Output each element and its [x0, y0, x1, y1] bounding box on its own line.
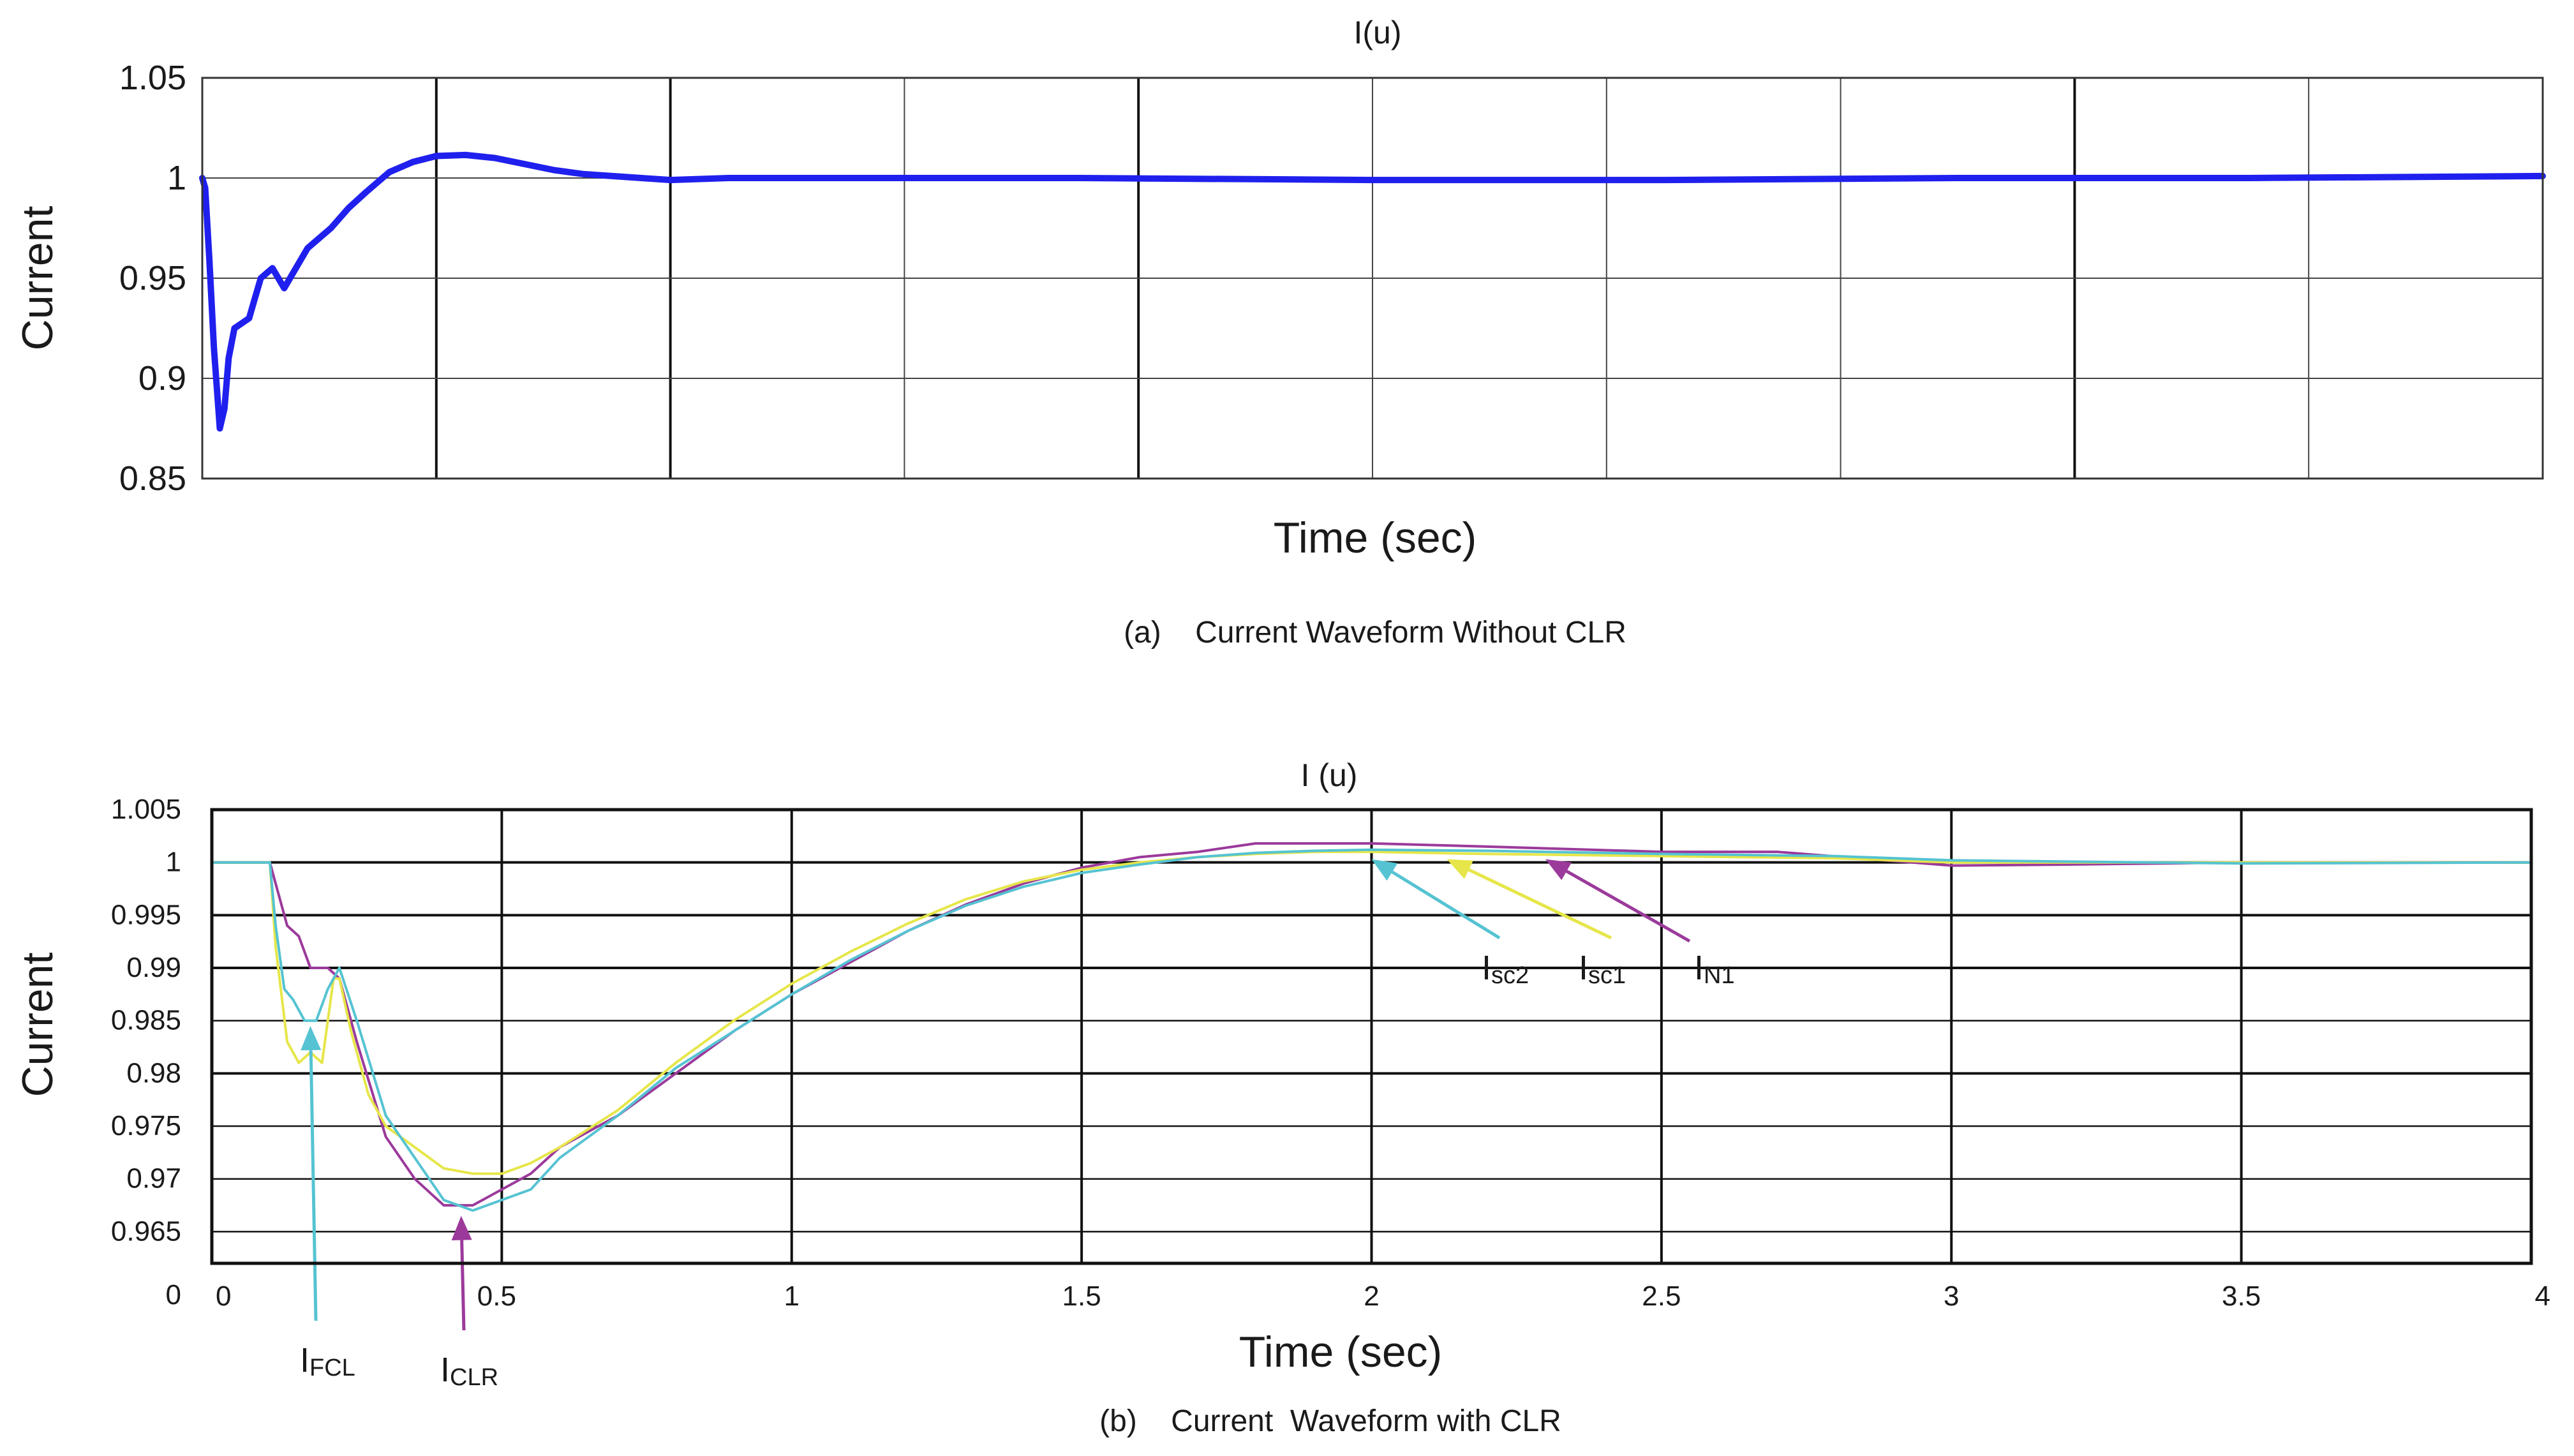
annotation-sub: CLR	[450, 1364, 498, 1391]
annotation-ifcl: IFCL	[300, 1025, 355, 1381]
annotation-main: I	[440, 1351, 450, 1389]
annotation-sub: sc2	[1491, 962, 1529, 989]
annotation-label: Isc2	[1482, 949, 1529, 989]
x-tick-label: 0	[216, 1281, 231, 1312]
annotation-main: I	[300, 1341, 309, 1379]
annotation-arrow-shaft	[1565, 870, 1691, 943]
chart-a-caption: (a) Current Waveform Without CLR	[1124, 616, 1626, 650]
chart-b-y-ticks: 0 0.965 0.97 0.975 0.98 0.985 0.99 0.995 1 1.005	[111, 794, 181, 1311]
chart-b: I (u) 0 0.965 0.97 0.975 0.98 0.985 0.99 0.995 1…	[13, 757, 2550, 1438]
y-tick-label: 1.005	[111, 794, 181, 825]
x-tick-label: 1.5	[1062, 1281, 1101, 1312]
chart-a: I(u) 0.85 0.9 0.95 1 1.05 Current Time (sec)…	[13, 15, 2546, 650]
y-tick-label: 0.985	[111, 1005, 181, 1036]
y-tick-label: 0.975	[111, 1110, 181, 1141]
y-tick-label: 0.99	[126, 952, 181, 983]
chart-a-frame	[201, 77, 2544, 480]
y-tick-label: 1	[167, 159, 186, 197]
annotation-sub: FCL	[309, 1355, 355, 1381]
y-tick-label: 0.97	[126, 1163, 181, 1194]
annotation-label: IN1	[1694, 949, 1735, 989]
chart-a-title: I(u)	[1354, 15, 1402, 50]
annotation-arrow-head	[1447, 859, 1473, 879]
chart-a-grid	[202, 77, 2543, 479]
annotation-in1: IN1	[1545, 859, 1735, 989]
annotation-sub: N1	[1704, 962, 1735, 989]
chart-b-y-label: Current	[13, 953, 62, 1097]
chart-b-x-label: Time (sec)	[1239, 1328, 1443, 1376]
chart-a-lines	[199, 151, 2546, 432]
y-tick-label: 1.05	[119, 59, 186, 97]
x-tick-label: 4	[2535, 1281, 2550, 1312]
chart-b-frame	[210, 808, 2533, 1265]
chart-b-lines	[212, 842, 2532, 1212]
chart-b-grid	[212, 808, 2531, 1263]
x-tick-label: 2	[1364, 1281, 1379, 1312]
x-tick-label: 0.5	[477, 1281, 516, 1312]
annotation-arrow-shaft	[309, 1050, 318, 1321]
chart-b-title: I (u)	[1301, 757, 1358, 793]
series-line-Isc1	[212, 851, 2531, 1175]
chart-b-x-ticks: 0 0.5 1 1.5 2 2.5 3 3.5 4	[216, 1281, 2550, 1312]
y-tick-label: 0	[166, 1279, 181, 1311]
annotation-main: I	[1694, 949, 1704, 987]
annotation-isc1: Isc1	[1447, 859, 1626, 989]
y-tick-label: 0.965	[111, 1215, 181, 1247]
x-tick-label: 3.5	[2222, 1281, 2261, 1312]
annotation-label: ICLR	[440, 1351, 498, 1391]
chart-a-y-label: Current	[13, 206, 62, 351]
y-tick-label: 0.95	[119, 259, 186, 297]
annotation-arrow-head	[451, 1215, 472, 1240]
y-tick-label: 0.85	[119, 459, 186, 498]
y-tick-label: 0.995	[111, 899, 181, 930]
annotation-main: I	[1482, 949, 1491, 987]
annotation-arrow-shaft	[1468, 868, 1612, 940]
annotation-sub: sc1	[1588, 962, 1626, 989]
x-tick-label: 3	[1944, 1281, 1959, 1312]
y-tick-label: 0.9	[138, 359, 186, 397]
chart-a-y-ticks: 0.85 0.9 0.95 1 1.05	[119, 59, 186, 498]
x-tick-label: 1	[784, 1281, 800, 1312]
chart-b-caption: (b) Current Waveform with CLR	[1099, 1404, 1561, 1438]
annotation-label: IFCL	[300, 1341, 355, 1381]
annotation-arrow-head	[301, 1025, 322, 1051]
annotation-arrow-shaft	[1391, 870, 1501, 940]
annotation-iclr: ICLR	[440, 1215, 498, 1391]
y-tick-label: 1	[166, 847, 181, 878]
annotation-arrow-shaft	[460, 1240, 466, 1331]
series-line-Isc2	[212, 848, 2532, 1212]
x-tick-label: 2.5	[1642, 1281, 1681, 1312]
annotation-label: Isc1	[1579, 949, 1626, 989]
series-line-I	[199, 151, 2546, 432]
y-tick-label: 0.98	[126, 1057, 181, 1088]
chart-a-x-label: Time (sec)	[1274, 514, 1477, 562]
annotation-arrow-head	[1371, 859, 1398, 881]
annotation-main: I	[1579, 949, 1588, 987]
annotation-arrow-head	[1545, 859, 1572, 880]
annotation-isc2: Isc2	[1371, 859, 1529, 989]
